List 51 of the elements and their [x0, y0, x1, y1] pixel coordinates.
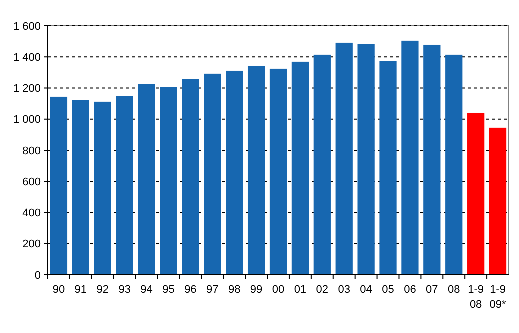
x-tick-label: 90 [52, 284, 66, 296]
bar [94, 102, 112, 275]
bar [248, 66, 266, 275]
bar [116, 96, 134, 275]
x-tick-label: 1-9 09* [490, 284, 507, 311]
y-tick-label: 0 [34, 270, 41, 282]
bar [358, 44, 375, 275]
bar [204, 74, 222, 275]
bar [314, 54, 331, 275]
x-tick-label: 05 [382, 284, 394, 296]
x-tick-label: 1-9 08 [468, 284, 484, 311]
y-tick-label: 800 [22, 145, 41, 158]
x-tick-label: 99 [250, 284, 263, 296]
x-tick-label: 91 [74, 284, 88, 296]
bar [380, 61, 397, 275]
x-tick-label: 94 [140, 284, 153, 296]
bar [72, 100, 90, 275]
x-tick-label: 96 [184, 284, 197, 296]
bar [138, 84, 156, 275]
x-tick-label: 06 [404, 284, 416, 296]
bar [424, 44, 441, 275]
bar [182, 79, 200, 275]
bar [489, 128, 507, 275]
x-tick-label: 92 [96, 284, 110, 296]
x-tick-label: 01 [294, 284, 307, 296]
x-tick-label: 08 [448, 284, 460, 296]
bar [468, 112, 485, 275]
y-tick-label: 600 [22, 176, 41, 188]
bar [226, 70, 244, 275]
y-tick-label: 200 [22, 238, 41, 251]
y-tick-label: 1 000 [13, 114, 41, 126]
y-tick-label: 1 400 [13, 52, 41, 64]
x-tick-label: 02 [316, 284, 329, 296]
x-tick-label: 95 [162, 284, 175, 296]
x-tick-label: 03 [338, 284, 350, 296]
y-tick-label: 400 [22, 208, 41, 220]
x-tick-label: 00 [272, 284, 285, 296]
x-tick-label: 98 [228, 284, 241, 296]
bar [446, 54, 463, 275]
bar [270, 68, 288, 275]
bar [336, 42, 353, 275]
x-tick-label: 04 [360, 284, 372, 296]
bar [292, 62, 310, 275]
x-tick-label: 07 [426, 284, 438, 296]
x-tick-label: 93 [118, 284, 131, 296]
x-tick-label: 97 [206, 284, 219, 296]
bar [50, 96, 68, 275]
y-tick-label: 1 600 [13, 20, 41, 33]
bar [402, 40, 419, 275]
y-tick-label: 1 200 [13, 83, 41, 96]
bar [160, 87, 178, 275]
